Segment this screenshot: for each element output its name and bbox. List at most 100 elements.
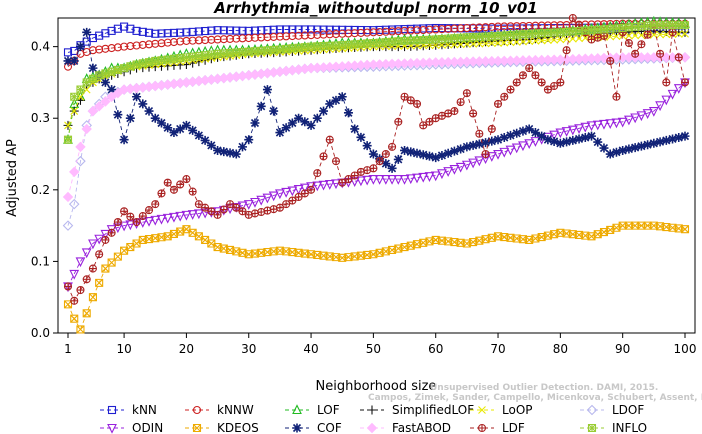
x-tick-label: 70 (490, 342, 505, 356)
data-point-cof (431, 153, 441, 163)
data-point-ldf (138, 212, 147, 221)
data-point-ldf (307, 185, 316, 194)
data-point-knnw (213, 35, 222, 44)
data-point-odin (474, 156, 485, 167)
data-point-ldf (95, 250, 104, 259)
data-point-ldof (62, 220, 74, 231)
data-point-odin (673, 84, 684, 94)
data-point-odin (430, 171, 441, 182)
data-point-knn (157, 29, 166, 38)
data-point-inflo (101, 69, 110, 78)
data-point-loop (70, 107, 79, 115)
data-point-ldf (344, 175, 353, 184)
y-tick-label: 0.4 (31, 40, 50, 54)
data-point-odin (549, 130, 560, 141)
data-point-ldf (450, 107, 459, 116)
data-point-odin (275, 189, 285, 200)
legend-label-odin: ODIN (132, 421, 163, 434)
data-point-ldf (238, 207, 247, 216)
data-point-cof (643, 140, 653, 150)
data-point-inflo (113, 65, 122, 74)
data-point-knnw (207, 35, 216, 44)
legend-label-loop: LoOP (502, 403, 533, 417)
data-point-ldf (475, 129, 484, 138)
data-point-ldf (319, 152, 328, 161)
data-point-cof (125, 113, 135, 123)
data-point-ldf (163, 178, 172, 187)
data-point-odin (299, 183, 310, 194)
data-point-knnw (300, 31, 309, 40)
data-point-odin (511, 143, 522, 154)
data-point-ldf (481, 149, 490, 159)
legend-label-cof: COF (317, 421, 342, 434)
watermark: Unsupervised Outlier Detection. DAMI, 20… (368, 383, 702, 403)
legend-label-simplifiedlof: SimplifiedLOF (392, 403, 474, 417)
data-point-inflo (151, 56, 160, 66)
data-point-loop (506, 38, 515, 47)
data-point-odin (574, 124, 584, 134)
data-point-cof (418, 150, 428, 160)
data-point-cof (530, 128, 540, 138)
data-point-knnw (95, 45, 104, 54)
data-point-knnw (126, 42, 135, 51)
data-point-ldf (400, 92, 409, 101)
data-point-loop (631, 31, 640, 40)
data-point-ldf (182, 175, 191, 184)
data-point-kdeos (95, 278, 104, 287)
data-point-loop (656, 30, 664, 39)
data-point-odin (237, 201, 248, 212)
data-point-cof (337, 92, 347, 102)
data-point-knnw (151, 39, 160, 48)
data-point-loop (525, 37, 534, 46)
data-point-kdeos (680, 225, 690, 234)
data-point-odin (486, 152, 497, 162)
y-tick-label: 0.3 (31, 111, 50, 125)
data-point-inflo (188, 52, 197, 61)
data-point-odin (100, 229, 111, 240)
data-point-knn (238, 26, 247, 35)
data-point-inflo (157, 56, 166, 65)
y-axis-label: Adjusted AP (5, 139, 20, 217)
legend: kNN kNNW LOF SimplifiedLOF LoOP LDOF ODIN KDEOS… (100, 403, 647, 434)
data-point-knn (144, 28, 154, 37)
data-point-ldf (518, 71, 528, 80)
data-point-knnw (493, 22, 503, 31)
x-tick-label: 1 (64, 342, 72, 356)
x-tick-label: 10 (116, 342, 131, 356)
data-point-fastabod (62, 191, 74, 203)
data-point-cof (449, 146, 459, 156)
data-point-ldf (213, 210, 222, 219)
data-point-ldf (294, 192, 303, 202)
data-point-odin (256, 195, 267, 206)
data-point-ldf (643, 30, 652, 39)
data-point-simplifiedlof (680, 27, 690, 37)
data-point-cof (680, 131, 690, 141)
data-point-ldf (556, 78, 565, 87)
legend-item-inflo: INFLO (580, 421, 647, 434)
data-point-odin (624, 115, 634, 126)
data-point-cof (163, 123, 173, 133)
data-point-knnw (450, 24, 459, 33)
data-point-cof (499, 133, 509, 143)
data-point-ldf (487, 124, 496, 134)
data-point-knnw (120, 42, 129, 51)
legend-item-loop: LoOP (470, 403, 533, 417)
data-point-cof (593, 137, 603, 147)
data-point-inflo (132, 60, 141, 69)
data-point-ldf (188, 187, 197, 196)
data-point-cof (574, 134, 584, 144)
data-point-odin (580, 122, 591, 133)
data-point-knnw (294, 31, 303, 40)
data-point-knn (294, 25, 303, 34)
legend-marker-ldof (586, 404, 598, 416)
data-point-fastabod (69, 166, 80, 178)
data-point-loop (568, 34, 577, 43)
legend-marker-knn (107, 405, 117, 415)
series-odin (63, 78, 690, 293)
data-point-odin (150, 215, 161, 226)
data-point-ldf (219, 205, 228, 214)
data-point-ldf (151, 200, 160, 209)
data-point-ldf (531, 71, 540, 80)
data-point-ldf (674, 53, 683, 62)
data-point-knnw (238, 34, 247, 43)
